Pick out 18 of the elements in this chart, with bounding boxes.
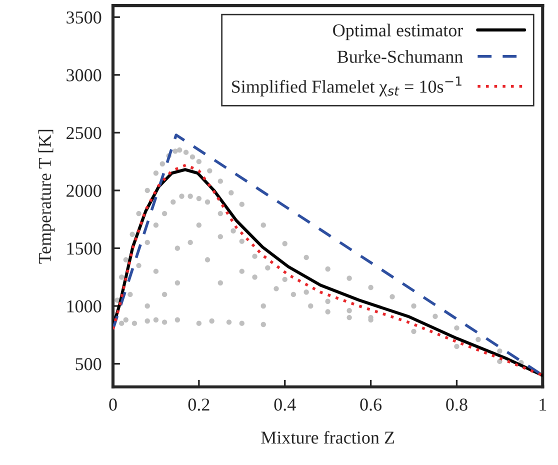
x-tick-label: 0.6 — [360, 398, 382, 411]
y-axis-title: Temperature T [K] — [38, 130, 55, 264]
legend-label: Optimal estimator — [333, 24, 464, 40]
y-tick-label: 3000 — [66, 69, 102, 82]
y-tick-label: 3500 — [66, 11, 102, 24]
x-tick-label: 1 — [540, 398, 546, 411]
legend-label: Burke-Schumann — [337, 50, 463, 63]
x-tick-label: 0.4 — [274, 398, 296, 411]
y-tick-label: 2000 — [66, 184, 102, 197]
x-tick-label: 0 — [109, 398, 117, 411]
x-tick-label: 0.2 — [188, 398, 210, 411]
legend-label: Simplified Flamelet χ$_{st}$ = 10s$^{−1}$ — [232, 76, 462, 96]
y-tick-label: 500 — [76, 358, 102, 370]
y-tick-label: 1500 — [67, 242, 102, 255]
y-tick-label: 2500 — [66, 126, 102, 140]
x-axis-title: Mixture fraction Z — [261, 430, 394, 444]
y-tick-label: 1000 — [67, 300, 102, 312]
x-tick-label: 0.8 — [446, 398, 468, 411]
